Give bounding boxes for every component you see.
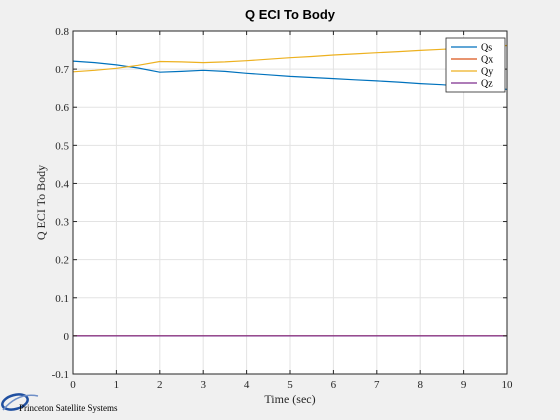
x-tick-label: 2 — [157, 379, 163, 391]
y-tick-label: 0.3 — [55, 217, 69, 229]
y-tick-label: 0.5 — [55, 140, 69, 152]
y-tick-label: 0.2 — [55, 255, 69, 267]
legend-entry: Qy — [481, 67, 493, 78]
x-tick-label: 1 — [114, 379, 120, 391]
axis-ticks: 0 1 2 3 4 5 6 7 8 9 10-0.100.10.20.30.40.50.60.70.… — [52, 26, 513, 391]
series-line-qy — [72, 44, 508, 73]
legend-box — [445, 37, 506, 93]
x-tick-label: 4 — [244, 379, 250, 391]
y-tick-label: 0.7 — [55, 64, 69, 76]
logo-text: Princeton Satellite Systems — [19, 403, 118, 413]
x-axis-label: Time (sec) — [264, 392, 315, 406]
series-line-qs — [72, 60, 508, 90]
chart-title: Q ECI To Body — [245, 7, 336, 22]
x-tick-label: 0 — [70, 379, 76, 391]
x-tick-label: 10 — [502, 379, 514, 391]
company-logo: Princeton Satellite Systems — [1, 393, 118, 413]
y-tick-label: 0.6 — [55, 102, 69, 114]
x-tick-label: 8 — [417, 379, 423, 391]
y-tick-label: 0.1 — [55, 293, 69, 305]
y-axis-label: Q ECI To Body — [34, 165, 48, 240]
x-tick-label: 3 — [200, 379, 206, 391]
x-tick-label: 9 — [461, 379, 467, 391]
x-tick-label: 5 — [287, 379, 293, 391]
y-tick-label: 0 — [64, 331, 70, 343]
x-tick-label: 6 — [331, 379, 337, 391]
legend-entry: Qz — [481, 79, 493, 90]
psss-swoosh-logo-icon — [1, 393, 39, 411]
x-tick-label: 7 — [374, 379, 380, 391]
y-tick-label: 0.4 — [55, 178, 69, 190]
series-lines — [72, 44, 508, 337]
legend-entry: Qs — [481, 43, 492, 54]
legend-entry: Qx — [481, 55, 493, 66]
y-tick-label: 0.8 — [55, 26, 69, 38]
y-tick-label: -0.1 — [52, 369, 69, 381]
